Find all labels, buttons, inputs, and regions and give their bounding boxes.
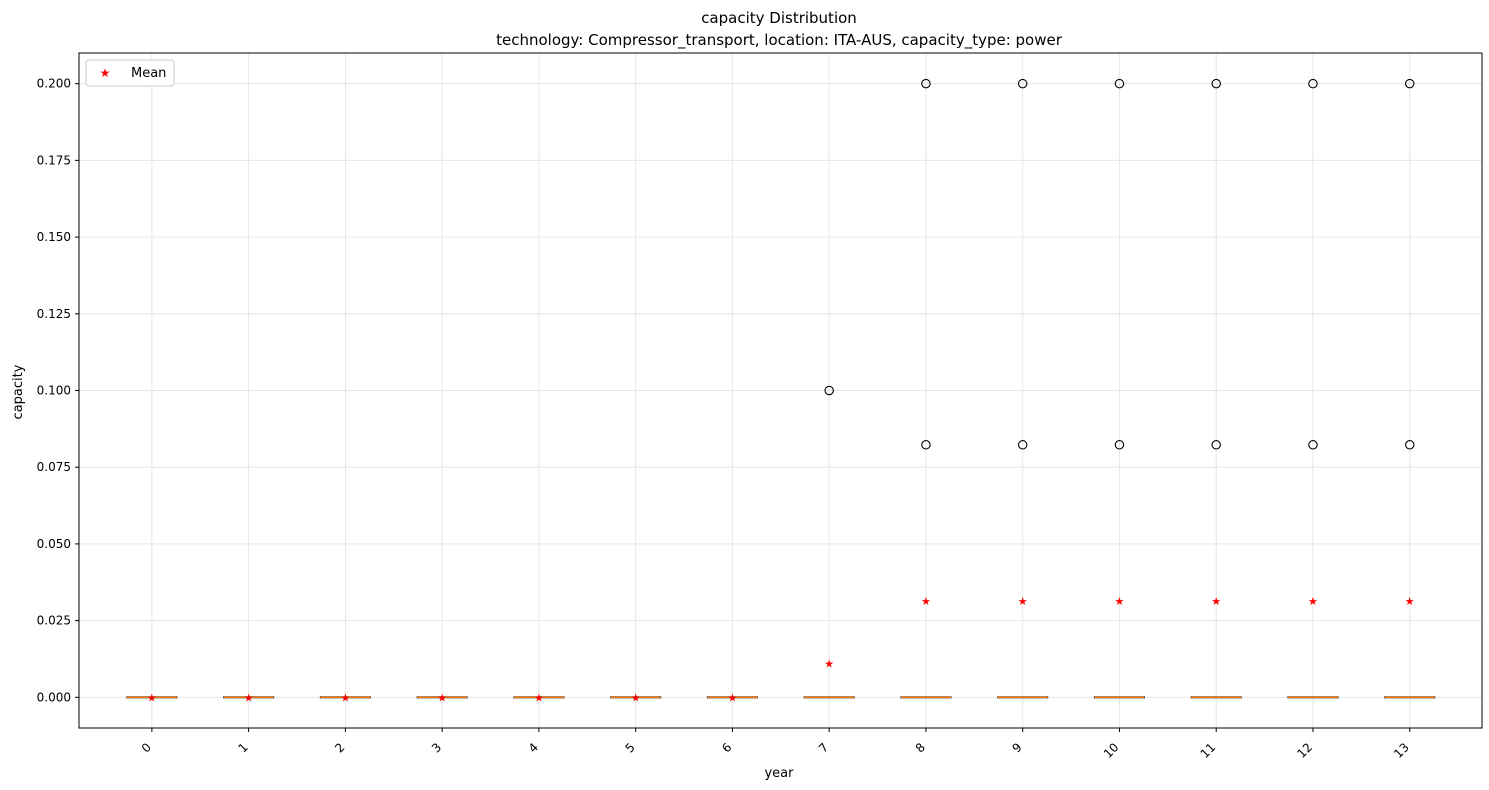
box-group-0: ★ — [126, 691, 178, 704]
box-group-1: ★ — [223, 691, 275, 704]
outlier-point — [1114, 78, 1125, 89]
box-group-5: ★ — [610, 691, 662, 704]
y-tick-label: 0.125 — [37, 307, 71, 321]
box-group-13: ★ — [1384, 78, 1436, 699]
box-group-4: ★ — [513, 691, 565, 704]
legend-box — [85, 59, 175, 87]
y-tick-label: 0.100 — [37, 384, 71, 398]
box-group-6: ★ — [706, 691, 758, 704]
mean-marker: ★ — [824, 657, 834, 670]
grid-lines — [79, 53, 1482, 728]
mean-marker: ★ — [1211, 595, 1221, 608]
y-tick-label: 0.200 — [37, 77, 71, 91]
y-axis-label: capacity — [11, 364, 26, 419]
outlier-point — [1308, 440, 1318, 450]
box-group-3: ★ — [416, 691, 468, 704]
outlier-point — [1114, 440, 1125, 450]
mean-marker: ★ — [340, 691, 350, 704]
outlier-point — [921, 440, 931, 450]
y-tick-label: 0.175 — [37, 153, 71, 167]
outlier-point — [1404, 78, 1415, 89]
mean-marker: ★ — [147, 691, 157, 704]
y-tick-label: 0.150 — [37, 230, 71, 244]
chart-subtitle: technology: Compressor_transport, locati… — [496, 31, 1063, 50]
mean-marker: ★ — [1308, 595, 1318, 608]
legend-mean-label: Mean — [131, 66, 166, 81]
outlier-point — [1211, 440, 1221, 450]
y-tick-label: 0.000 — [37, 690, 71, 704]
box-group-7: ★ — [803, 385, 855, 699]
mean-marker: ★ — [1405, 595, 1415, 608]
box-group-2: ★ — [319, 691, 371, 704]
outlier-point — [1017, 78, 1028, 89]
y-tick-label: 0.025 — [37, 614, 71, 628]
plot-data: ★ ★ ★ ★ ★ ★ ★ ★ ★ ★ ★ ★ ★ ★ — [126, 78, 1436, 704]
mean-marker: ★ — [921, 595, 931, 608]
chart-title: capacity Distribution — [701, 9, 857, 27]
mean-marker: ★ — [534, 691, 544, 704]
y-axis: 0.000 0.025 0.050 0.075 0.100 0.125 0.150 0.175… — [37, 77, 79, 704]
outlier-point — [1211, 78, 1221, 89]
legend: ★ Mean — [85, 59, 175, 87]
box-group-10: ★ — [1093, 78, 1145, 699]
x-axis-label: year — [764, 766, 794, 781]
box-group-8: ★ — [900, 78, 952, 699]
outlier-point — [1017, 440, 1028, 450]
legend-mean-marker: ★ — [100, 66, 111, 80]
y-tick-label: 0.050 — [37, 537, 71, 551]
y-tick-label: 0.075 — [37, 460, 71, 474]
mean-marker: ★ — [1018, 595, 1028, 608]
outlier-point — [824, 385, 834, 396]
box-group-9: ★ — [997, 78, 1049, 699]
outlier-point — [1308, 78, 1318, 89]
outlier-point — [1404, 440, 1415, 450]
outlier-point — [921, 78, 931, 89]
mean-marker: ★ — [1115, 595, 1125, 608]
box-group-11: ★ — [1190, 78, 1242, 699]
mean-marker: ★ — [244, 691, 254, 704]
mean-marker: ★ — [727, 691, 737, 704]
mean-marker: ★ — [631, 691, 641, 704]
box-group-12: ★ — [1287, 78, 1339, 699]
mean-marker: ★ — [437, 691, 447, 704]
